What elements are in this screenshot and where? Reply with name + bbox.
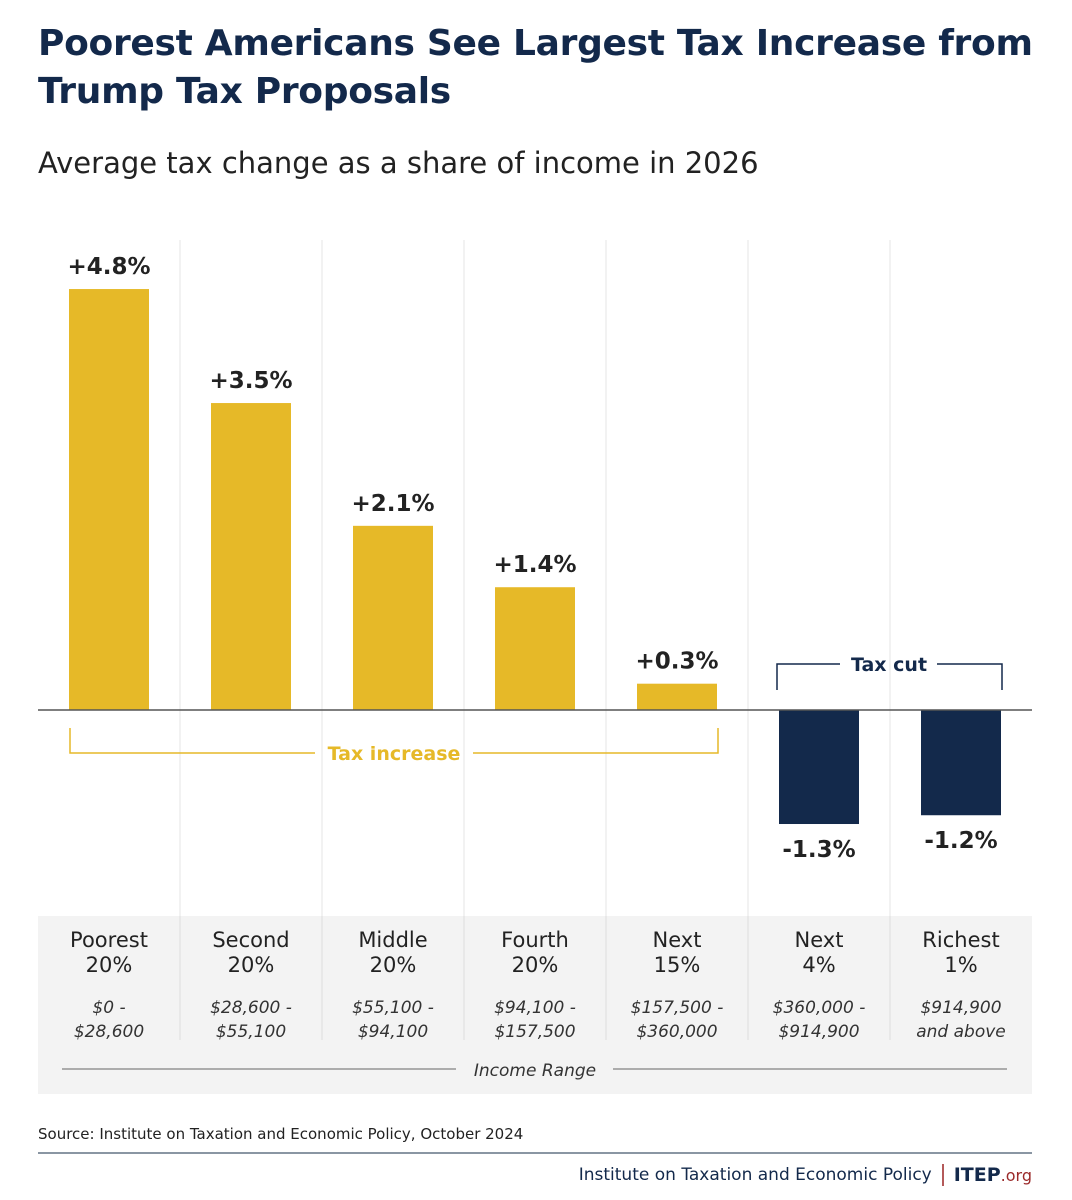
- bar: [779, 710, 859, 825]
- bar: [353, 525, 433, 710]
- tax-increase-label: Tax increase: [328, 743, 461, 765]
- income-range-label: $0 -: [92, 998, 125, 1018]
- category-label: 15%: [654, 953, 701, 977]
- tax-cut-label: Tax cut: [851, 654, 927, 676]
- data-label: +0.3%: [635, 649, 718, 675]
- category-label: Poorest: [70, 928, 148, 952]
- category-label: Next: [653, 928, 702, 952]
- category-label: Middle: [358, 928, 427, 952]
- income-range-label: $157,500: [494, 1022, 575, 1042]
- income-range-label: $360,000: [636, 1022, 717, 1042]
- data-label: +1.4%: [493, 552, 576, 578]
- category-label: 4%: [802, 953, 835, 977]
- category-label: 20%: [370, 953, 417, 977]
- bar: [495, 587, 575, 710]
- category-label: 20%: [228, 953, 275, 977]
- bar: [69, 289, 149, 710]
- bar: [921, 710, 1001, 816]
- category-label: 1%: [944, 953, 977, 977]
- income-range-label: $157,500 -: [631, 998, 724, 1018]
- chart-subtitle: Average tax change as a share of income …: [38, 146, 759, 180]
- footer: Institute on Taxation and Economic Polic…: [579, 1164, 1032, 1186]
- income-range-label: $55,100 -: [352, 998, 434, 1018]
- income-range-label: $914,900: [920, 998, 1001, 1018]
- source-note: Source: Institute on Taxation and Econom…: [38, 1125, 524, 1143]
- data-label: +4.8%: [67, 254, 150, 280]
- income-range-label: $94,100: [358, 1022, 428, 1042]
- tax-increase-bracket: [69, 728, 719, 754]
- tax-cut-bracket: [776, 663, 1003, 690]
- category-label: Second: [212, 928, 289, 952]
- data-label: +2.1%: [351, 491, 434, 517]
- itep-logo[interactable]: ITEP.org: [953, 1164, 1032, 1186]
- data-label: -1.3%: [782, 837, 855, 863]
- category-label: Fourth: [501, 928, 569, 952]
- data-label: +3.5%: [209, 368, 292, 394]
- org-name: Institute on Taxation and Economic Polic…: [578, 1165, 932, 1185]
- footer-separator: [941, 1164, 944, 1186]
- income-range-label: $360,000 -: [773, 998, 866, 1018]
- chart-title: Poorest Americans See Largest Tax Increa…: [38, 23, 1033, 112]
- income-range-label: $28,600 -: [210, 998, 292, 1018]
- category-label: Richest: [922, 928, 999, 952]
- x-axis-title: Income Range: [474, 1061, 596, 1081]
- bar: [211, 403, 291, 710]
- category-label: 20%: [512, 953, 559, 977]
- income-range-label: and above: [916, 1022, 1006, 1042]
- category-label: Next: [795, 928, 844, 952]
- category-panel: [38, 916, 1032, 1094]
- income-range-label: $28,600: [74, 1022, 144, 1042]
- income-range-label: $94,100 -: [494, 998, 576, 1018]
- bar: [637, 683, 717, 710]
- category-label: 20%: [86, 953, 133, 977]
- income-range-label: $55,100: [216, 1022, 286, 1042]
- income-range-label: $914,900: [778, 1022, 859, 1042]
- footer-divider: [38, 1152, 1032, 1154]
- data-label: -1.2%: [924, 828, 997, 854]
